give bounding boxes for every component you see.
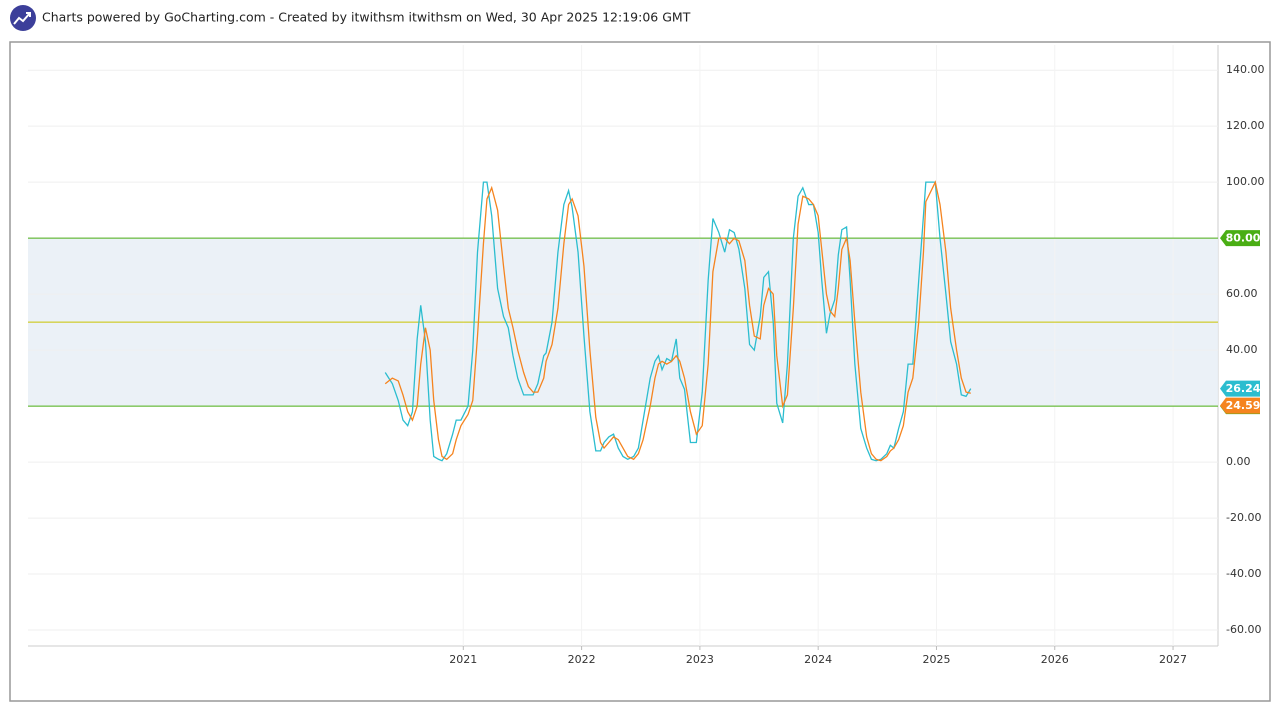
value-tag bbox=[1220, 397, 1260, 414]
series-line bbox=[384, 180, 971, 462]
x-tick-label: 2022 bbox=[568, 653, 596, 666]
value-tag-label: 80.00 bbox=[1226, 232, 1261, 245]
value-tag-label: 26.24 bbox=[1226, 382, 1261, 395]
y-tick-label: -60.00 bbox=[1226, 623, 1261, 636]
y-tick-label: 120.00 bbox=[1226, 119, 1265, 132]
value-tag bbox=[1220, 380, 1260, 397]
y-tick-label: -40.00 bbox=[1226, 567, 1261, 580]
y-tick-label: 60.00 bbox=[1226, 287, 1258, 300]
header-text: Charts powered by GoCharting.com - Creat… bbox=[42, 10, 691, 25]
logo-icon bbox=[13, 12, 31, 25]
chart-frame bbox=[9, 41, 1271, 702]
x-tick-label: 2024 bbox=[804, 653, 832, 666]
logo bbox=[10, 5, 36, 31]
y-tick-label: 40.00 bbox=[1226, 343, 1258, 356]
y-tick-label: 100.00 bbox=[1226, 175, 1265, 188]
y-tick-label: 0.00 bbox=[1226, 455, 1251, 468]
logo-icon bbox=[26, 12, 31, 17]
y-tick-label: -20.00 bbox=[1226, 511, 1261, 524]
value-tag bbox=[1220, 230, 1260, 247]
x-tick-label: 2027 bbox=[1159, 653, 1187, 666]
x-tick-label: 2023 bbox=[686, 653, 714, 666]
value-tag-label: 24.59 bbox=[1226, 399, 1261, 412]
x-tick-label: 2025 bbox=[922, 653, 950, 666]
x-tick-label: 2026 bbox=[1041, 653, 1069, 666]
y-tick-label: 140.00 bbox=[1226, 63, 1265, 76]
x-tick-label: 2021 bbox=[449, 653, 477, 666]
